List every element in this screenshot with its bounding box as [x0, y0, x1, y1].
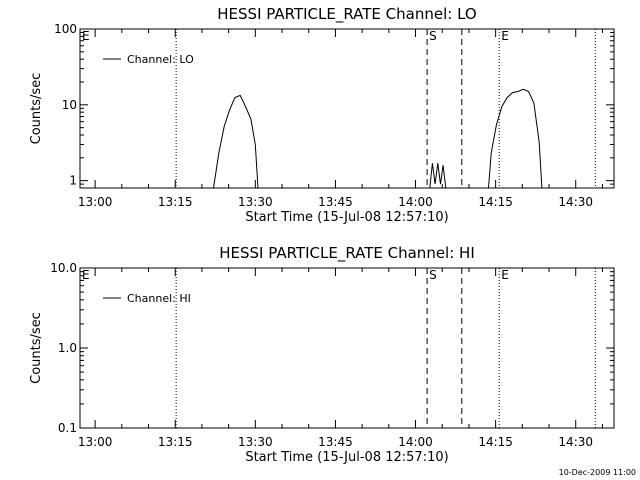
time-marker-label: E [501, 268, 509, 282]
x-tick-label: 13:15 [158, 435, 193, 449]
x-tick-label: 14:15 [478, 195, 513, 209]
chart-title: HESSI PARTICLE_RATE Channel: HI [219, 244, 475, 263]
x-tick-label: 14:00 [398, 435, 433, 449]
series-line [488, 88, 543, 189]
x-tick-label: 13:00 [78, 435, 113, 449]
x-tick-label: 13:00 [78, 195, 113, 209]
series-line [213, 94, 259, 189]
x-tick-label: 14:30 [558, 435, 593, 449]
x-tick-label: 13:45 [318, 435, 353, 449]
legend-entry: Channel: LO [127, 53, 194, 66]
x-axis-label: Start Time (15-Jul-08 12:57:10) [245, 210, 448, 225]
x-tick-label: 13:30 [238, 435, 273, 449]
time-marker-label: S [429, 268, 437, 282]
y-tick-label: 10 [62, 98, 77, 112]
time-marker-label: E [501, 29, 509, 43]
time-marker-label: S [429, 29, 437, 43]
chart-title: HESSI PARTICLE_RATE Channel: LO [217, 5, 476, 24]
x-tick-label: 13:45 [318, 195, 353, 209]
footer-date: 10-Dec-2009 11:00 [559, 468, 636, 477]
time-marker-label: E [82, 29, 90, 43]
x-tick-label: 14:00 [398, 195, 433, 209]
y-tick-label: 1.0 [58, 341, 77, 355]
x-tick-label: 14:30 [558, 195, 593, 209]
legend-entry: Channel: HI [127, 292, 191, 305]
panel-2: HESSI PARTICLE_RATE Channel: HI 13:00 13:1… [29, 244, 615, 465]
y-tick-label: 100 [54, 22, 77, 36]
x-tick-label: 13:30 [238, 195, 273, 209]
time-marker-label: E [82, 268, 90, 282]
series-line [429, 163, 447, 189]
y-tick-label: 1 [69, 174, 77, 188]
x-tick-label: 14:15 [478, 435, 513, 449]
y-axis-label: Counts/sec [29, 312, 44, 384]
y-tick-label: 0.1 [58, 421, 77, 435]
x-axis-label: Start Time (15-Jul-08 12:57:10) [245, 450, 448, 465]
y-axis-label: Counts/sec [29, 73, 44, 145]
panel-1: HESSI PARTICLE_RATE Channel: LO 13:00 13:1… [29, 5, 615, 225]
x-tick-label: 13:15 [158, 195, 193, 209]
y-tick-label: 10.0 [50, 261, 77, 275]
